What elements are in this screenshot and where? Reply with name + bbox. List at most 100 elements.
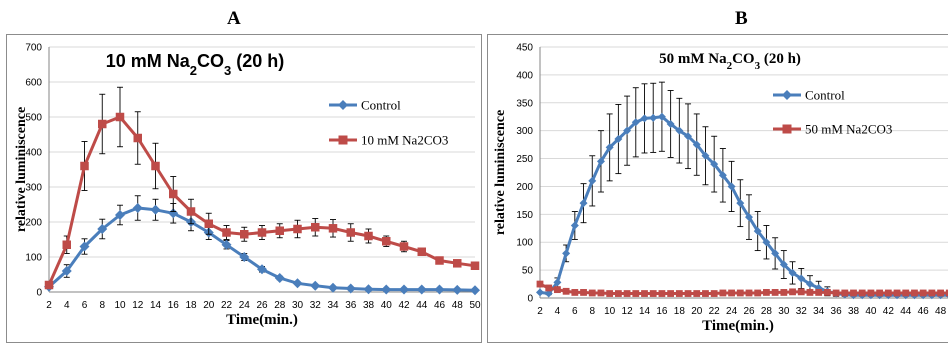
x-tick-label: 16	[656, 306, 668, 317]
data-point	[702, 290, 709, 297]
data-point	[588, 176, 597, 185]
data-point	[640, 114, 649, 123]
data-point	[98, 119, 107, 129]
data-point	[310, 280, 321, 291]
x-tick-label: 28	[761, 306, 773, 317]
chart-title-part: (20 h)	[231, 51, 284, 71]
y-tick-label: 200	[25, 218, 42, 229]
data-point	[945, 289, 948, 297]
data-point	[718, 171, 727, 180]
data-point	[186, 207, 196, 216]
data-point	[363, 284, 374, 295]
data-point	[657, 112, 666, 121]
x-tick-label: 48	[935, 306, 947, 317]
data-point	[240, 230, 249, 239]
data-point	[692, 140, 701, 149]
x-tick-label: 8	[589, 306, 595, 317]
legend-label: 50 mM Na2CO3	[805, 122, 892, 137]
data-point	[470, 285, 480, 296]
x-tick-label: 36	[831, 306, 843, 317]
data-point	[275, 226, 284, 235]
data-point	[771, 249, 780, 258]
chart-title-part: 2	[727, 60, 733, 72]
data-point	[919, 289, 927, 297]
data-point	[623, 126, 632, 135]
data-point	[631, 118, 640, 127]
y-tick-label: 300	[516, 126, 533, 137]
x-tick-label: 2	[537, 306, 543, 317]
x-tick-label: 20	[691, 306, 703, 317]
data-point	[381, 284, 392, 295]
data-point	[346, 228, 355, 237]
x-tick-label: 16	[168, 300, 180, 311]
data-point	[745, 289, 753, 297]
data-point	[133, 133, 142, 143]
data-point	[771, 289, 779, 296]
x-tick-label: 10	[604, 306, 616, 317]
chart-title-part: 3	[755, 60, 761, 72]
x-tick-label: 14	[150, 300, 162, 311]
data-point	[867, 289, 875, 297]
data-point	[579, 199, 588, 208]
data-point	[588, 289, 596, 297]
data-point	[435, 256, 444, 265]
data-point	[257, 228, 267, 237]
data-point	[675, 290, 683, 297]
x-tick-label: 22	[221, 300, 233, 311]
data-point	[606, 290, 614, 297]
x-tick-label: 32	[310, 300, 322, 311]
data-point	[710, 160, 719, 169]
x-tick-label: 12	[132, 300, 144, 311]
x-tick-label: 44	[416, 300, 428, 311]
data-point	[115, 210, 125, 220]
x-tick-label: 24	[239, 300, 251, 311]
data-point	[452, 284, 463, 295]
y-axis-label: relative luminiscence	[14, 107, 29, 232]
data-point	[97, 224, 108, 234]
legend-label: 10 mM Na2CO3	[361, 133, 448, 148]
x-tick-label: 42	[883, 306, 895, 317]
legend-label: Control	[805, 88, 845, 103]
x-tick-label: 44	[900, 306, 912, 317]
data-point	[667, 290, 675, 297]
data-point	[841, 289, 849, 297]
data-point	[311, 223, 320, 232]
data-point	[453, 259, 462, 268]
chart-panel-b: 0 50 100 150 200 250 300 350 400 450 2 4 6 8 10 12 14 16 1…	[487, 34, 948, 343]
legend-marker	[782, 90, 792, 100]
data-point	[562, 249, 571, 258]
chart-panel-a: 0 100 200 300 400 500 600 700 2 4 6 8 10 12 14 16 18 20 22…	[6, 34, 482, 343]
data-point	[168, 208, 179, 219]
y-tick-label: 250	[516, 154, 533, 165]
data-point	[754, 289, 762, 297]
data-point	[728, 289, 735, 297]
panel-letter-a: A	[227, 8, 241, 29]
data-point	[632, 290, 640, 297]
data-point	[257, 264, 267, 275]
x-tick-label: 30	[292, 300, 304, 311]
data-point	[789, 288, 796, 296]
chart-title: 10 mM Na2CO3 (20 h)	[106, 51, 285, 78]
x-tick-label: 12	[622, 306, 634, 317]
y-tick-label: 100	[516, 238, 533, 249]
data-point	[693, 290, 701, 297]
data-point	[222, 228, 231, 237]
data-point	[470, 261, 480, 270]
y-tick-label: 350	[516, 98, 533, 109]
x-tick-label: 2	[46, 300, 52, 311]
data-point	[345, 283, 356, 294]
x-tick-label: 18	[674, 306, 686, 317]
data-point	[902, 289, 910, 297]
x-tick-label: 46	[918, 306, 930, 317]
x-tick-label: 10	[114, 300, 126, 311]
data-point	[382, 237, 391, 246]
data-point	[884, 289, 892, 297]
data-point	[204, 219, 213, 228]
chart-title-part: CO	[732, 51, 755, 67]
data-point	[858, 289, 866, 297]
x-tick-label: 8	[99, 300, 105, 311]
x-tick-label: 26	[743, 306, 755, 317]
data-point	[62, 240, 71, 249]
data-point	[937, 289, 944, 297]
